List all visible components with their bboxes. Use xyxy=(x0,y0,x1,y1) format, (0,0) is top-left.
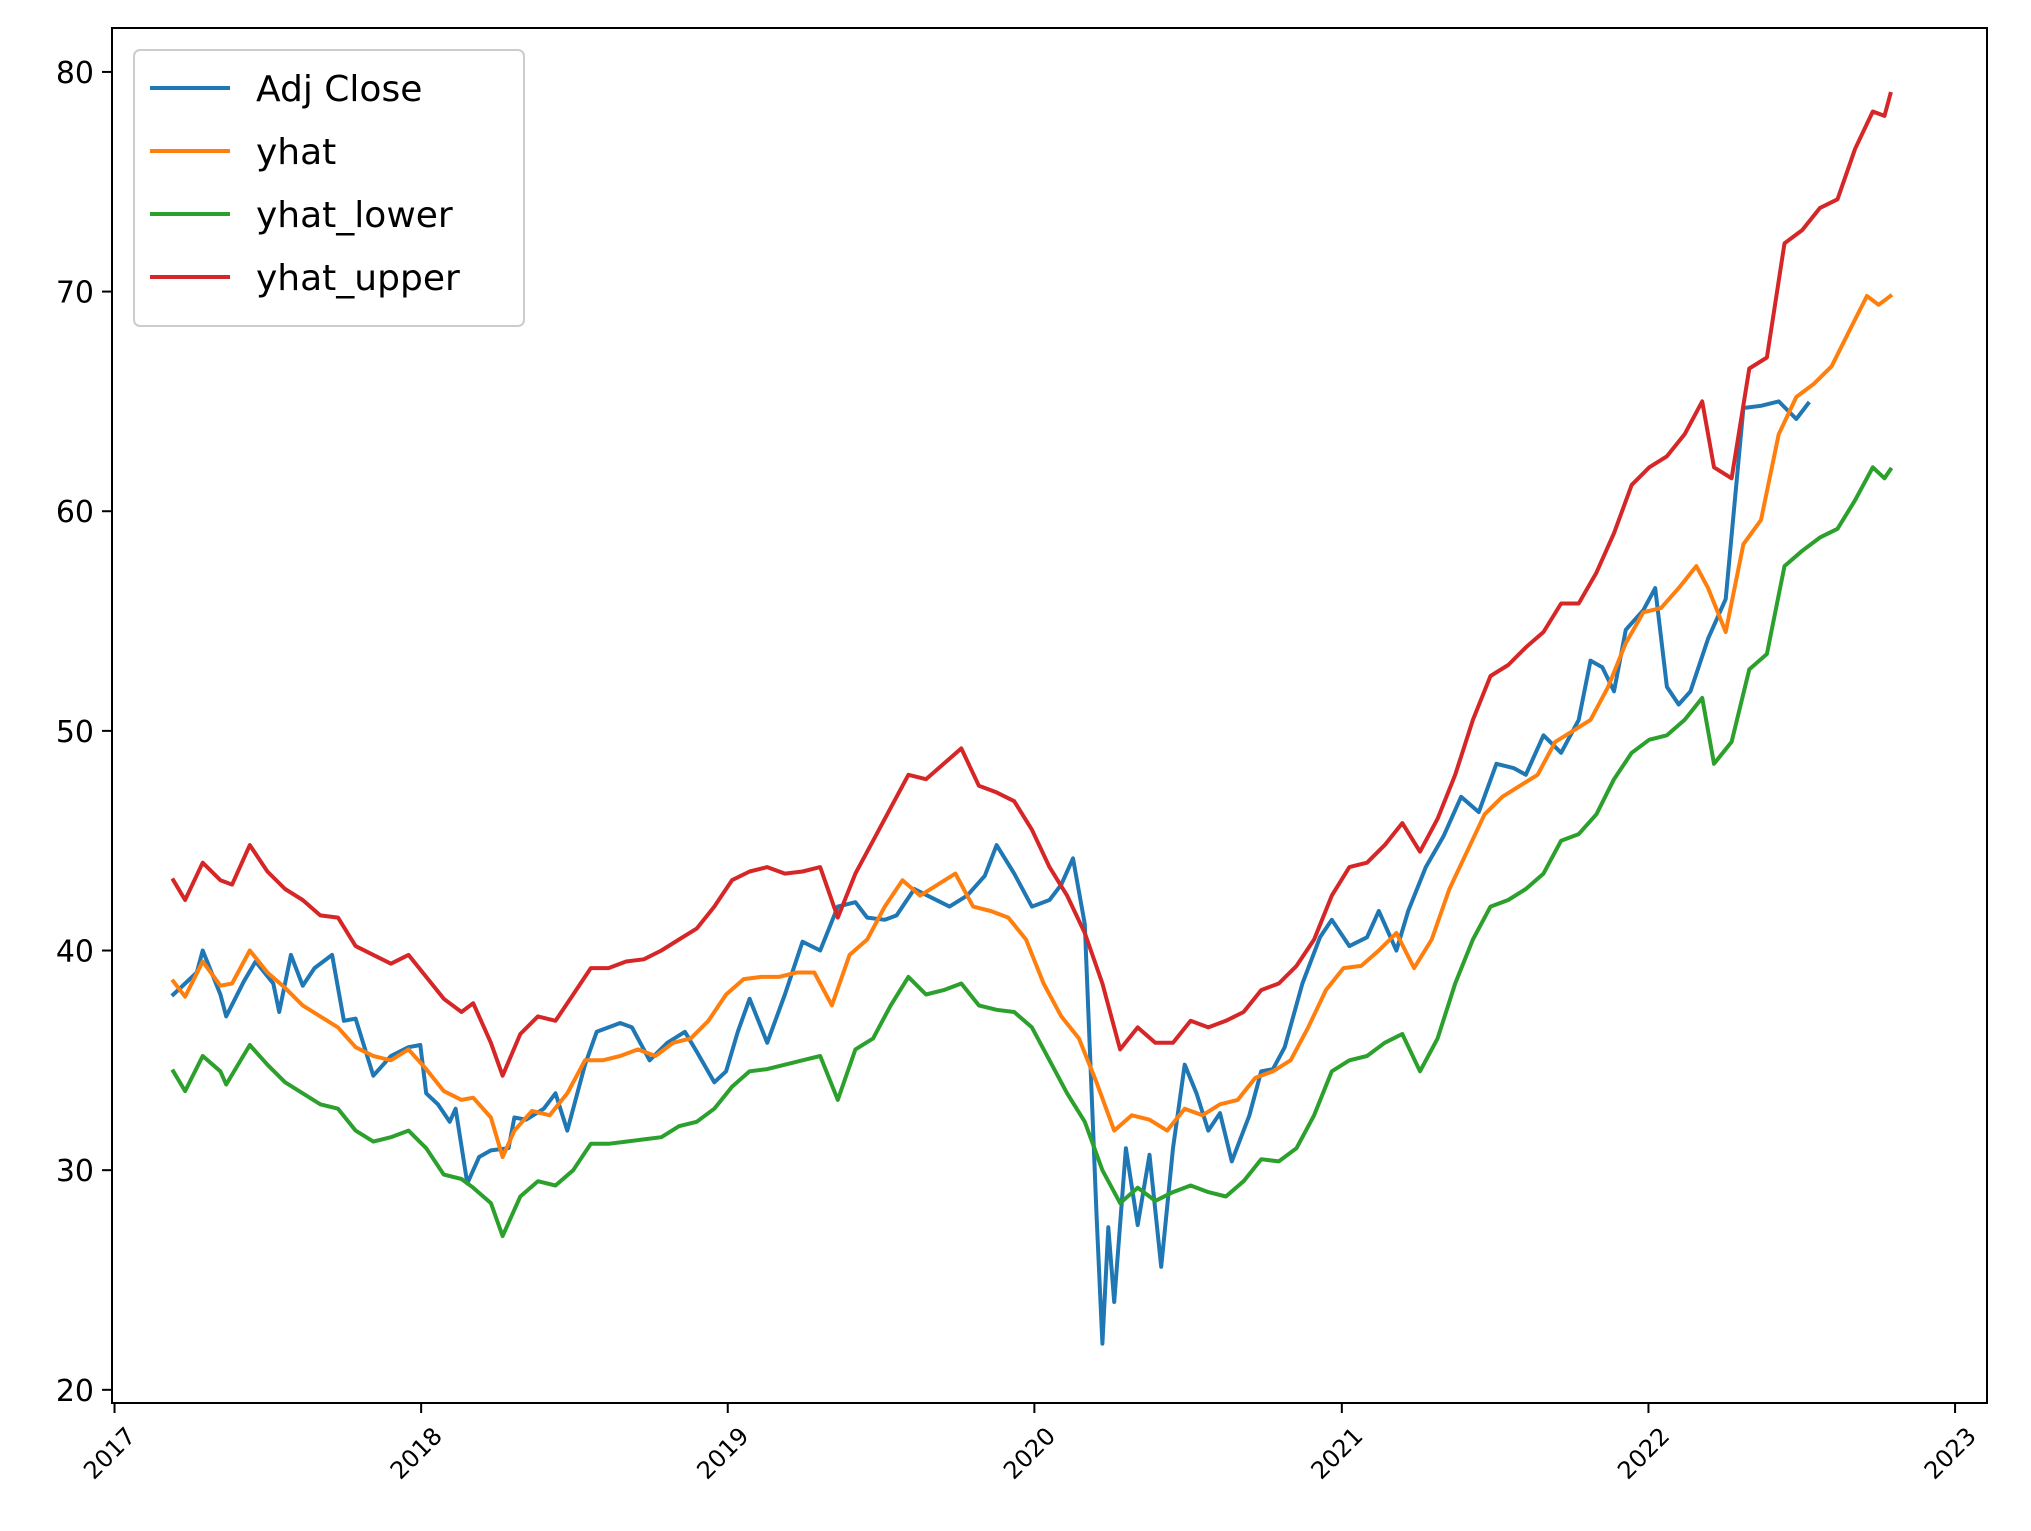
legend-box xyxy=(133,49,525,327)
x-tick-label: 2022 xyxy=(1612,1422,1675,1485)
x-tick-label: 2017 xyxy=(78,1422,141,1485)
legend: Adj Close yhat yhat_lower yhat_upper xyxy=(133,49,525,327)
y-tick-label: 50 xyxy=(56,715,94,750)
y-tick-label: 80 xyxy=(56,56,94,91)
x-tick-label: 2023 xyxy=(1919,1422,1982,1485)
y-tick-label: 20 xyxy=(56,1374,94,1409)
legend-label: yhat_upper xyxy=(256,258,460,299)
x-tick-label: 2019 xyxy=(691,1422,754,1485)
series-line-yhat-lower xyxy=(170,465,1894,1239)
plot-frame xyxy=(111,27,1988,1404)
legend-label: Adj Close xyxy=(256,69,422,110)
x-tick-label: 2018 xyxy=(385,1422,448,1485)
series-line-adj-close xyxy=(170,399,1811,1346)
y-tick-label: 40 xyxy=(56,935,94,970)
legend-label: yhat xyxy=(256,132,336,173)
x-tick-label: 2020 xyxy=(998,1422,1061,1485)
y-axis: 20 30 40 50 60 70 80 xyxy=(56,56,112,1409)
y-tick-label: 60 xyxy=(56,495,94,530)
x-axis: 2017 2018 2019 2020 2021 2022 2023 xyxy=(78,1403,1982,1485)
series-layer xyxy=(170,91,1894,1346)
legend-label: yhat_lower xyxy=(256,195,453,236)
y-tick-label: 30 xyxy=(56,1154,94,1189)
series-line-yhat xyxy=(170,293,1894,1159)
y-tick-label: 70 xyxy=(56,276,94,311)
x-tick-label: 2021 xyxy=(1306,1422,1369,1485)
series-line-yhat-upper xyxy=(170,91,1893,1078)
